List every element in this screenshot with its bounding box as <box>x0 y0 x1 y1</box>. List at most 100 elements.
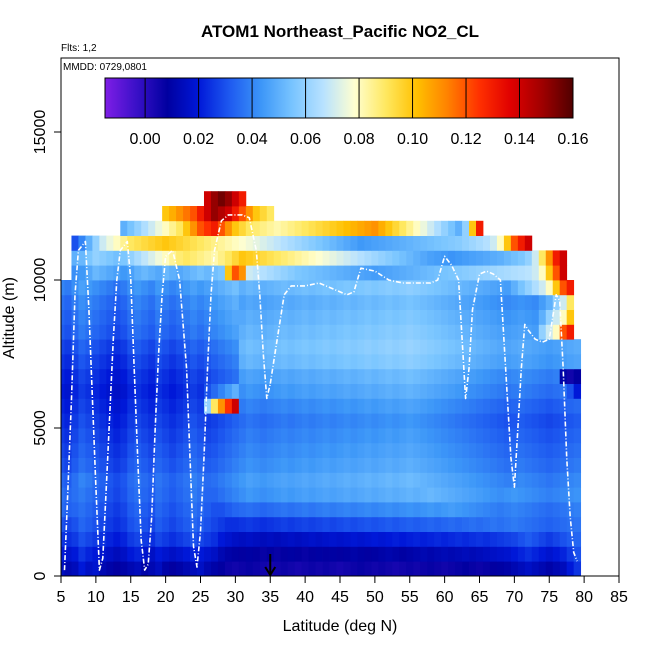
heatmap-cell <box>308 546 316 562</box>
heatmap-cell <box>162 457 170 473</box>
heatmap-cell <box>315 487 323 503</box>
heatmap-cell <box>329 324 337 340</box>
heatmap-cell <box>441 502 449 518</box>
heatmap-cell <box>127 220 135 236</box>
heatmap-cell <box>301 354 310 370</box>
heatmap-cell <box>64 368 72 384</box>
heatmap-cell <box>99 280 107 296</box>
heatmap-cell <box>245 309 254 325</box>
heatmap-cell <box>148 280 156 296</box>
heatmap-cell <box>203 472 212 488</box>
heatmap-cell <box>385 235 393 251</box>
heatmap-cell <box>371 502 379 518</box>
heatmap-cell <box>127 265 135 281</box>
heatmap-cell <box>85 398 93 414</box>
heatmap-cell <box>385 324 393 340</box>
heatmap-cell <box>217 442 226 458</box>
heatmap-cell <box>134 531 142 547</box>
heatmap-cell <box>231 206 240 222</box>
heatmap-cell <box>238 531 247 547</box>
heatmap-cell <box>524 428 533 444</box>
x-tick-label: 80 <box>575 589 593 606</box>
heatmap-cell <box>252 294 261 310</box>
heatmap-cell <box>399 428 407 444</box>
heatmap-cell <box>134 383 142 399</box>
heatmap-cell <box>573 398 582 414</box>
heatmap-cell <box>197 383 205 399</box>
heatmap-cell <box>503 235 512 251</box>
heatmap-cell <box>524 398 533 414</box>
heatmap-cell <box>343 265 351 281</box>
heatmap-cell <box>71 324 79 340</box>
heatmap-cell <box>61 339 65 355</box>
heatmap-cell <box>392 294 400 310</box>
heatmap-cell <box>517 472 526 488</box>
heatmap-cell <box>183 413 191 429</box>
heatmap-cell <box>203 546 212 562</box>
heatmap-cell <box>448 294 456 310</box>
heatmap-cell <box>99 324 107 340</box>
heatmap-cell <box>141 413 149 429</box>
heatmap-cell <box>510 546 519 562</box>
heatmap-cell <box>496 472 505 488</box>
heatmap-cell <box>357 280 365 296</box>
heatmap-cell <box>378 472 386 488</box>
heatmap-cell <box>343 487 351 503</box>
heatmap-cell <box>510 339 519 355</box>
heatmap-cell <box>566 502 575 518</box>
heatmap-cell <box>287 354 296 370</box>
heatmap-cell <box>224 413 233 429</box>
heatmap-cell <box>559 561 568 576</box>
heatmap-cell <box>364 368 372 384</box>
heatmap-cell <box>455 354 463 370</box>
heatmap-cell <box>197 294 205 310</box>
heatmap-cell <box>427 235 435 251</box>
heatmap-cell <box>162 442 170 458</box>
heatmap-cell <box>155 220 163 236</box>
heatmap-cell <box>413 457 421 473</box>
heatmap-cell <box>552 531 561 547</box>
heatmap-cell <box>392 220 400 236</box>
heatmap-cell <box>441 235 449 251</box>
heatmap-cell <box>120 309 128 325</box>
heatmap-cell <box>120 280 128 296</box>
heatmap-cell <box>148 339 156 355</box>
heatmap-cell <box>71 561 79 576</box>
heatmap-cell <box>392 309 400 325</box>
heatmap-cell <box>357 339 365 355</box>
heatmap-cell <box>455 516 463 532</box>
heatmap-cell <box>155 516 163 532</box>
heatmap-cell <box>545 442 554 458</box>
heatmap-cell <box>357 250 365 266</box>
heatmap-cell <box>496 294 505 310</box>
heatmap-cell <box>183 531 191 547</box>
heatmap-cell <box>538 294 547 310</box>
heatmap-cell <box>190 442 198 458</box>
heatmap-cell <box>217 191 226 207</box>
heatmap-cell <box>371 280 379 296</box>
heatmap-cell <box>245 472 254 488</box>
heatmap-cell <box>127 324 135 340</box>
heatmap-cell <box>448 339 456 355</box>
heatmap-cell <box>280 561 289 576</box>
heatmap-cell <box>441 561 449 576</box>
heatmap-cell <box>92 502 100 518</box>
heatmap-cell <box>392 442 400 458</box>
heatmap-cell <box>113 546 121 562</box>
heatmap-cell <box>127 546 135 562</box>
heatmap-cell <box>503 339 512 355</box>
heatmap-cell <box>64 413 72 429</box>
heatmap-cell <box>203 309 212 325</box>
heatmap-cell <box>120 235 128 251</box>
heatmap-cell <box>566 487 575 503</box>
heatmap-cell <box>134 561 142 576</box>
heatmap-cell <box>106 368 114 384</box>
heatmap-cell <box>155 413 163 429</box>
heatmap-cell <box>238 324 247 340</box>
heatmap-cell <box>106 516 114 532</box>
heatmap-cell <box>245 354 254 370</box>
heatmap-cell <box>183 339 191 355</box>
heatmap-cell <box>203 354 212 370</box>
heatmap-cell <box>476 220 484 236</box>
heatmap-cell <box>106 398 114 414</box>
